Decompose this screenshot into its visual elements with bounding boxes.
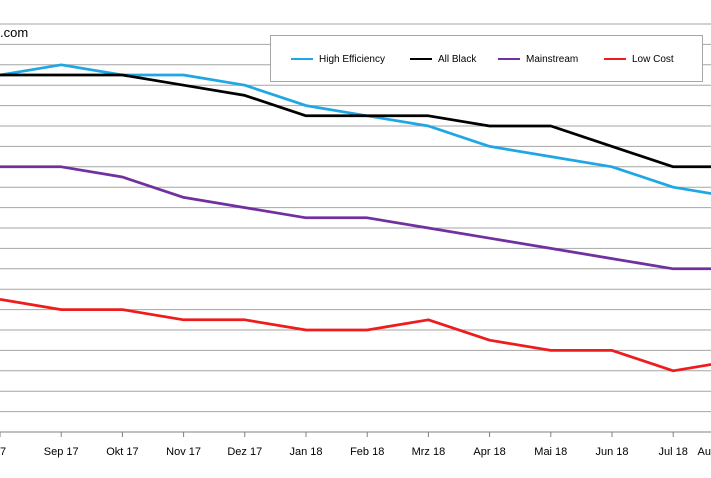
x-tick-label: Mrz 18: [412, 446, 446, 458]
series-line-high-efficiency: [0, 63, 711, 195]
x-axis: [0, 431, 711, 437]
legend-swatch-high-efficiency: [291, 58, 313, 60]
legend-item-high-efficiency: High Efficiency: [291, 52, 385, 66]
x-tick-label: Sep 17: [44, 446, 79, 458]
series-line-mainstream: [0, 165, 711, 271]
legend-label-low-cost: Low Cost: [632, 53, 674, 65]
legend: High Efficiency All Black Mainstream Low…: [270, 35, 703, 82]
x-tick-label: Jul 18: [659, 446, 688, 458]
legend-label-high-efficiency: High Efficiency: [319, 53, 385, 65]
x-tick-label: Jun 18: [595, 446, 628, 458]
x-tick-label: Dez 17: [227, 446, 262, 458]
legend-item-mainstream: Mainstream: [498, 52, 578, 66]
legend-swatch-low-cost: [604, 58, 626, 60]
legend-label-mainstream: Mainstream: [526, 53, 579, 65]
x-tick-label: 7: [0, 446, 6, 458]
x-tick-label: Nov 17: [166, 446, 201, 458]
x-tick-label: Apr 18: [473, 446, 505, 458]
legend-label-all-black: All Black: [438, 53, 477, 65]
legend-swatch-mainstream: [498, 58, 520, 60]
watermark-text: .com: [0, 25, 29, 40]
legend-item-all-black: All Black: [410, 52, 476, 66]
series-line-low-cost: [0, 298, 711, 373]
x-tick-label: Mai 18: [534, 446, 567, 458]
legend-item-low-cost: Low Cost: [604, 52, 674, 66]
x-tick-label: Au: [698, 446, 711, 458]
series-lines: [0, 63, 711, 373]
legend-swatch-all-black: [410, 58, 432, 60]
x-tick-label: Okt 17: [106, 446, 138, 458]
gridlines: [0, 23, 711, 433]
x-tick-labels: 7 Sep 17 Okt 17 Nov 17 Dez 17 Jan 18 Feb 18 Mrz…: [0, 446, 711, 458]
x-tick-label: Feb 18: [350, 446, 384, 458]
series-line-all-black: [0, 73, 711, 169]
x-tick-label: Jan 18: [289, 446, 322, 458]
